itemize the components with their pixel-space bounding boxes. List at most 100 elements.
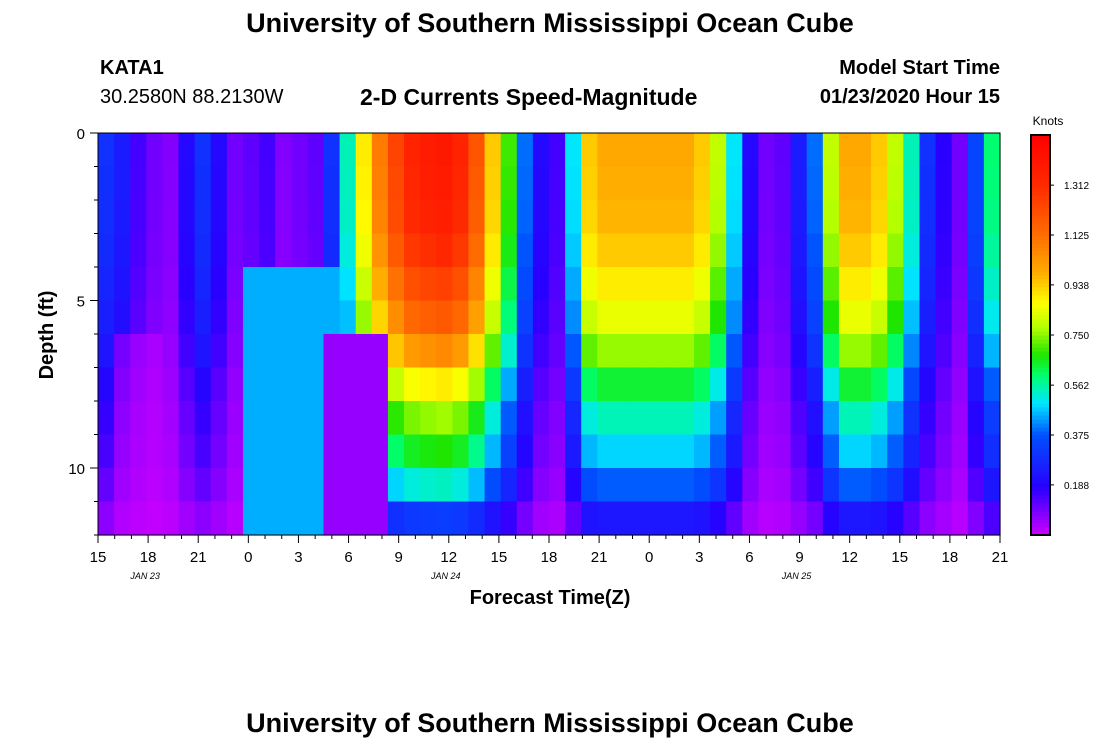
heatmap-cell xyxy=(114,133,131,168)
heatmap-cell xyxy=(693,166,711,201)
heatmap-cell xyxy=(774,233,792,268)
heatmap-cell xyxy=(855,468,872,503)
heatmap-cell xyxy=(371,267,389,302)
colorbar-segment xyxy=(1031,399,1050,404)
x-tick-label: 18 xyxy=(942,549,959,566)
heatmap-cell xyxy=(371,200,389,235)
heatmap-cell xyxy=(661,334,679,369)
heatmap-cell xyxy=(404,233,421,268)
heatmap-cell xyxy=(468,200,486,235)
heatmap-cell xyxy=(291,501,308,536)
colorbar-segment xyxy=(1031,291,1050,296)
x-tick-label: 21 xyxy=(992,549,1009,566)
heatmap-cell xyxy=(339,367,357,402)
heatmap-cell xyxy=(114,434,131,469)
heatmap-cell xyxy=(871,401,888,436)
heatmap-cell xyxy=(275,401,292,436)
heatmap-cell xyxy=(98,200,115,235)
heatmap-cell xyxy=(903,367,921,402)
heatmap-cell xyxy=(838,367,856,402)
heatmap-cell xyxy=(275,233,292,268)
heatmap-cell xyxy=(162,300,180,335)
heatmap-cell xyxy=(758,334,776,369)
colorbar-segment xyxy=(1031,375,1050,380)
heatmap-cell xyxy=(887,200,904,235)
heatmap-cell xyxy=(806,334,824,369)
heatmap-cell xyxy=(549,267,566,302)
heatmap-cell xyxy=(98,334,115,369)
heatmap-cell xyxy=(130,133,147,168)
colorbar-segment xyxy=(1031,455,1050,460)
colorbar-segment xyxy=(1031,403,1050,408)
heatmap-cell xyxy=(275,367,292,402)
heatmap-cell xyxy=(130,334,147,369)
heatmap-cell xyxy=(710,200,727,235)
heatmap-cell xyxy=(726,133,743,168)
heatmap-cell xyxy=(516,367,534,402)
colorbar-segment xyxy=(1031,319,1050,324)
heatmap-cell xyxy=(581,200,598,235)
heatmap-cell xyxy=(790,501,808,536)
heatmap-cell xyxy=(935,434,953,469)
heatmap-cell xyxy=(307,300,325,335)
heatmap-cell xyxy=(838,334,856,369)
colorbar-segment xyxy=(1031,303,1050,308)
heatmap-cell xyxy=(484,233,502,268)
heatmap-cell xyxy=(130,166,147,201)
heatmap-cell xyxy=(581,501,598,536)
heatmap-cell xyxy=(339,166,357,201)
x-date-label: JAN 23 xyxy=(129,571,160,581)
heatmap-cell xyxy=(516,434,534,469)
heatmap-cell xyxy=(693,434,711,469)
heatmap-cell xyxy=(452,367,470,402)
heatmap-cell xyxy=(500,334,518,369)
heatmap-cell xyxy=(98,300,115,335)
heatmap-cell xyxy=(98,401,115,436)
colorbar-segment xyxy=(1031,295,1050,300)
heatmap-cell xyxy=(291,334,308,369)
heatmap-cell xyxy=(468,501,486,536)
heatmap-cell xyxy=(420,434,437,469)
heatmap-cell xyxy=(242,267,260,302)
colorbar-segment xyxy=(1031,231,1050,236)
heatmap-cell xyxy=(323,233,341,268)
heatmap-cell xyxy=(710,468,727,503)
heatmap-cell xyxy=(629,367,647,402)
heatmap-cell xyxy=(500,166,518,201)
heatmap-cell xyxy=(565,300,582,335)
heatmap-cell xyxy=(726,468,743,503)
heatmap-cell xyxy=(452,200,470,235)
page-title: University of Southern Mississippi Ocean… xyxy=(246,8,854,38)
heatmap-cell xyxy=(645,468,663,503)
x-date-label: JAN 25 xyxy=(781,571,813,581)
heatmap-cell xyxy=(871,267,888,302)
heatmap-cell xyxy=(178,166,196,201)
heatmap-cell xyxy=(420,300,437,335)
heatmap-cell xyxy=(130,468,147,503)
heatmap-cell xyxy=(613,133,631,168)
heatmap-cell xyxy=(903,434,921,469)
colorbar-segment xyxy=(1031,359,1050,364)
colorbar-segment xyxy=(1031,459,1050,464)
heatmap-cell xyxy=(436,468,453,503)
heatmap-cell xyxy=(629,401,647,436)
heatmap-cell xyxy=(774,300,792,335)
heatmap-cell xyxy=(371,468,389,503)
heatmap-cell xyxy=(242,501,260,536)
heatmap-cell xyxy=(887,501,904,536)
heatmap-cell xyxy=(242,133,260,168)
heatmap-cell xyxy=(291,468,308,503)
colorbar-segment xyxy=(1031,447,1050,452)
heatmap-cell xyxy=(307,133,325,168)
heatmap-cell xyxy=(339,200,357,235)
colorbar-segment xyxy=(1031,419,1050,424)
heatmap-cell xyxy=(114,401,131,436)
heatmap-cell xyxy=(468,434,486,469)
heatmap-cell xyxy=(323,166,341,201)
heatmap-cell xyxy=(629,334,647,369)
heatmap-cell xyxy=(500,133,518,168)
heatmap-cell xyxy=(774,267,792,302)
heatmap-cell xyxy=(516,133,534,168)
x-axis-label: Forecast Time(Z) xyxy=(470,587,631,609)
heatmap-cell xyxy=(903,401,921,436)
